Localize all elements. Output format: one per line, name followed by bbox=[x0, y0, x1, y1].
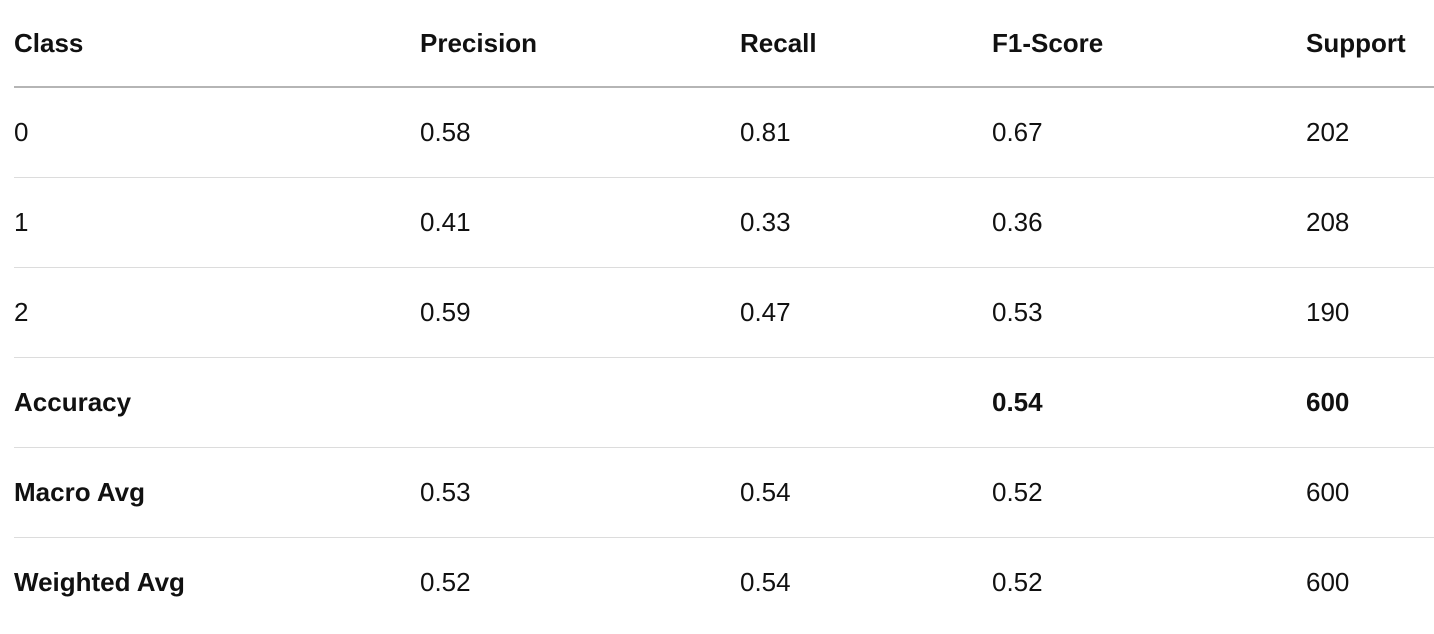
table-cell: 1 bbox=[14, 207, 29, 237]
table-cell: 202 bbox=[1306, 117, 1350, 147]
table-row: Macro Avg 0.53 0.54 0.52 600 bbox=[14, 448, 1434, 538]
table-cell: 0.36 bbox=[992, 207, 1043, 237]
table-cell: 190 bbox=[1306, 297, 1350, 327]
table-cell: 600 bbox=[1306, 387, 1350, 417]
table-cell: 0.52 bbox=[992, 477, 1043, 507]
table-row: Accuracy 0.54 600 bbox=[14, 358, 1434, 448]
table-body: 0 0.58 0.81 0.67 202 1 0.41 0.33 0.36 208 2 0.59 0.4… bbox=[14, 88, 1434, 627]
table-cell: 0.67 bbox=[992, 117, 1043, 147]
table-cell: Weighted Avg bbox=[14, 567, 185, 597]
table-cell: Accuracy bbox=[14, 387, 132, 417]
table-cell: 600 bbox=[1306, 477, 1350, 507]
table-cell: 0.41 bbox=[420, 207, 471, 237]
table-cell: 0 bbox=[14, 117, 29, 147]
table-cell: 0.54 bbox=[740, 567, 791, 597]
table-cell: 0.52 bbox=[420, 567, 471, 597]
classification-report: Class Precision Recall F1-Score Support 0 0.5… bbox=[14, 0, 1434, 627]
table-cell: 0.58 bbox=[420, 117, 471, 147]
table-cell: 0.54 bbox=[740, 477, 791, 507]
table-cell: 0.33 bbox=[740, 207, 791, 237]
header-cell: Recall bbox=[740, 27, 817, 58]
table-cell: 0.52 bbox=[992, 567, 1043, 597]
table-cell: 0.53 bbox=[420, 477, 471, 507]
table-cell: 0.53 bbox=[992, 297, 1043, 327]
table-cell: 0.47 bbox=[740, 297, 791, 327]
table-row: Weighted Avg 0.52 0.54 0.52 600 bbox=[14, 538, 1434, 627]
table-row: 2 0.59 0.47 0.53 190 bbox=[14, 268, 1434, 358]
table-cell: 208 bbox=[1306, 207, 1350, 237]
table-row: 0 0.58 0.81 0.67 202 bbox=[14, 88, 1434, 178]
table-cell: Macro Avg bbox=[14, 477, 145, 507]
table-cell: 600 bbox=[1306, 567, 1350, 597]
table-cell: 0.59 bbox=[420, 297, 471, 327]
header-row: Class Precision Recall F1-Score Support bbox=[14, 0, 1434, 88]
header-cell: Support bbox=[1306, 27, 1406, 58]
table-cell: 0.81 bbox=[740, 117, 791, 147]
header-cell: Precision bbox=[420, 27, 538, 58]
header-cell: Class bbox=[14, 27, 84, 58]
header-cell: F1-Score bbox=[992, 27, 1104, 58]
table-row: 1 0.41 0.33 0.36 208 bbox=[14, 178, 1434, 268]
table-cell: 0.54 bbox=[992, 387, 1043, 417]
table-cell: 2 bbox=[14, 297, 29, 327]
